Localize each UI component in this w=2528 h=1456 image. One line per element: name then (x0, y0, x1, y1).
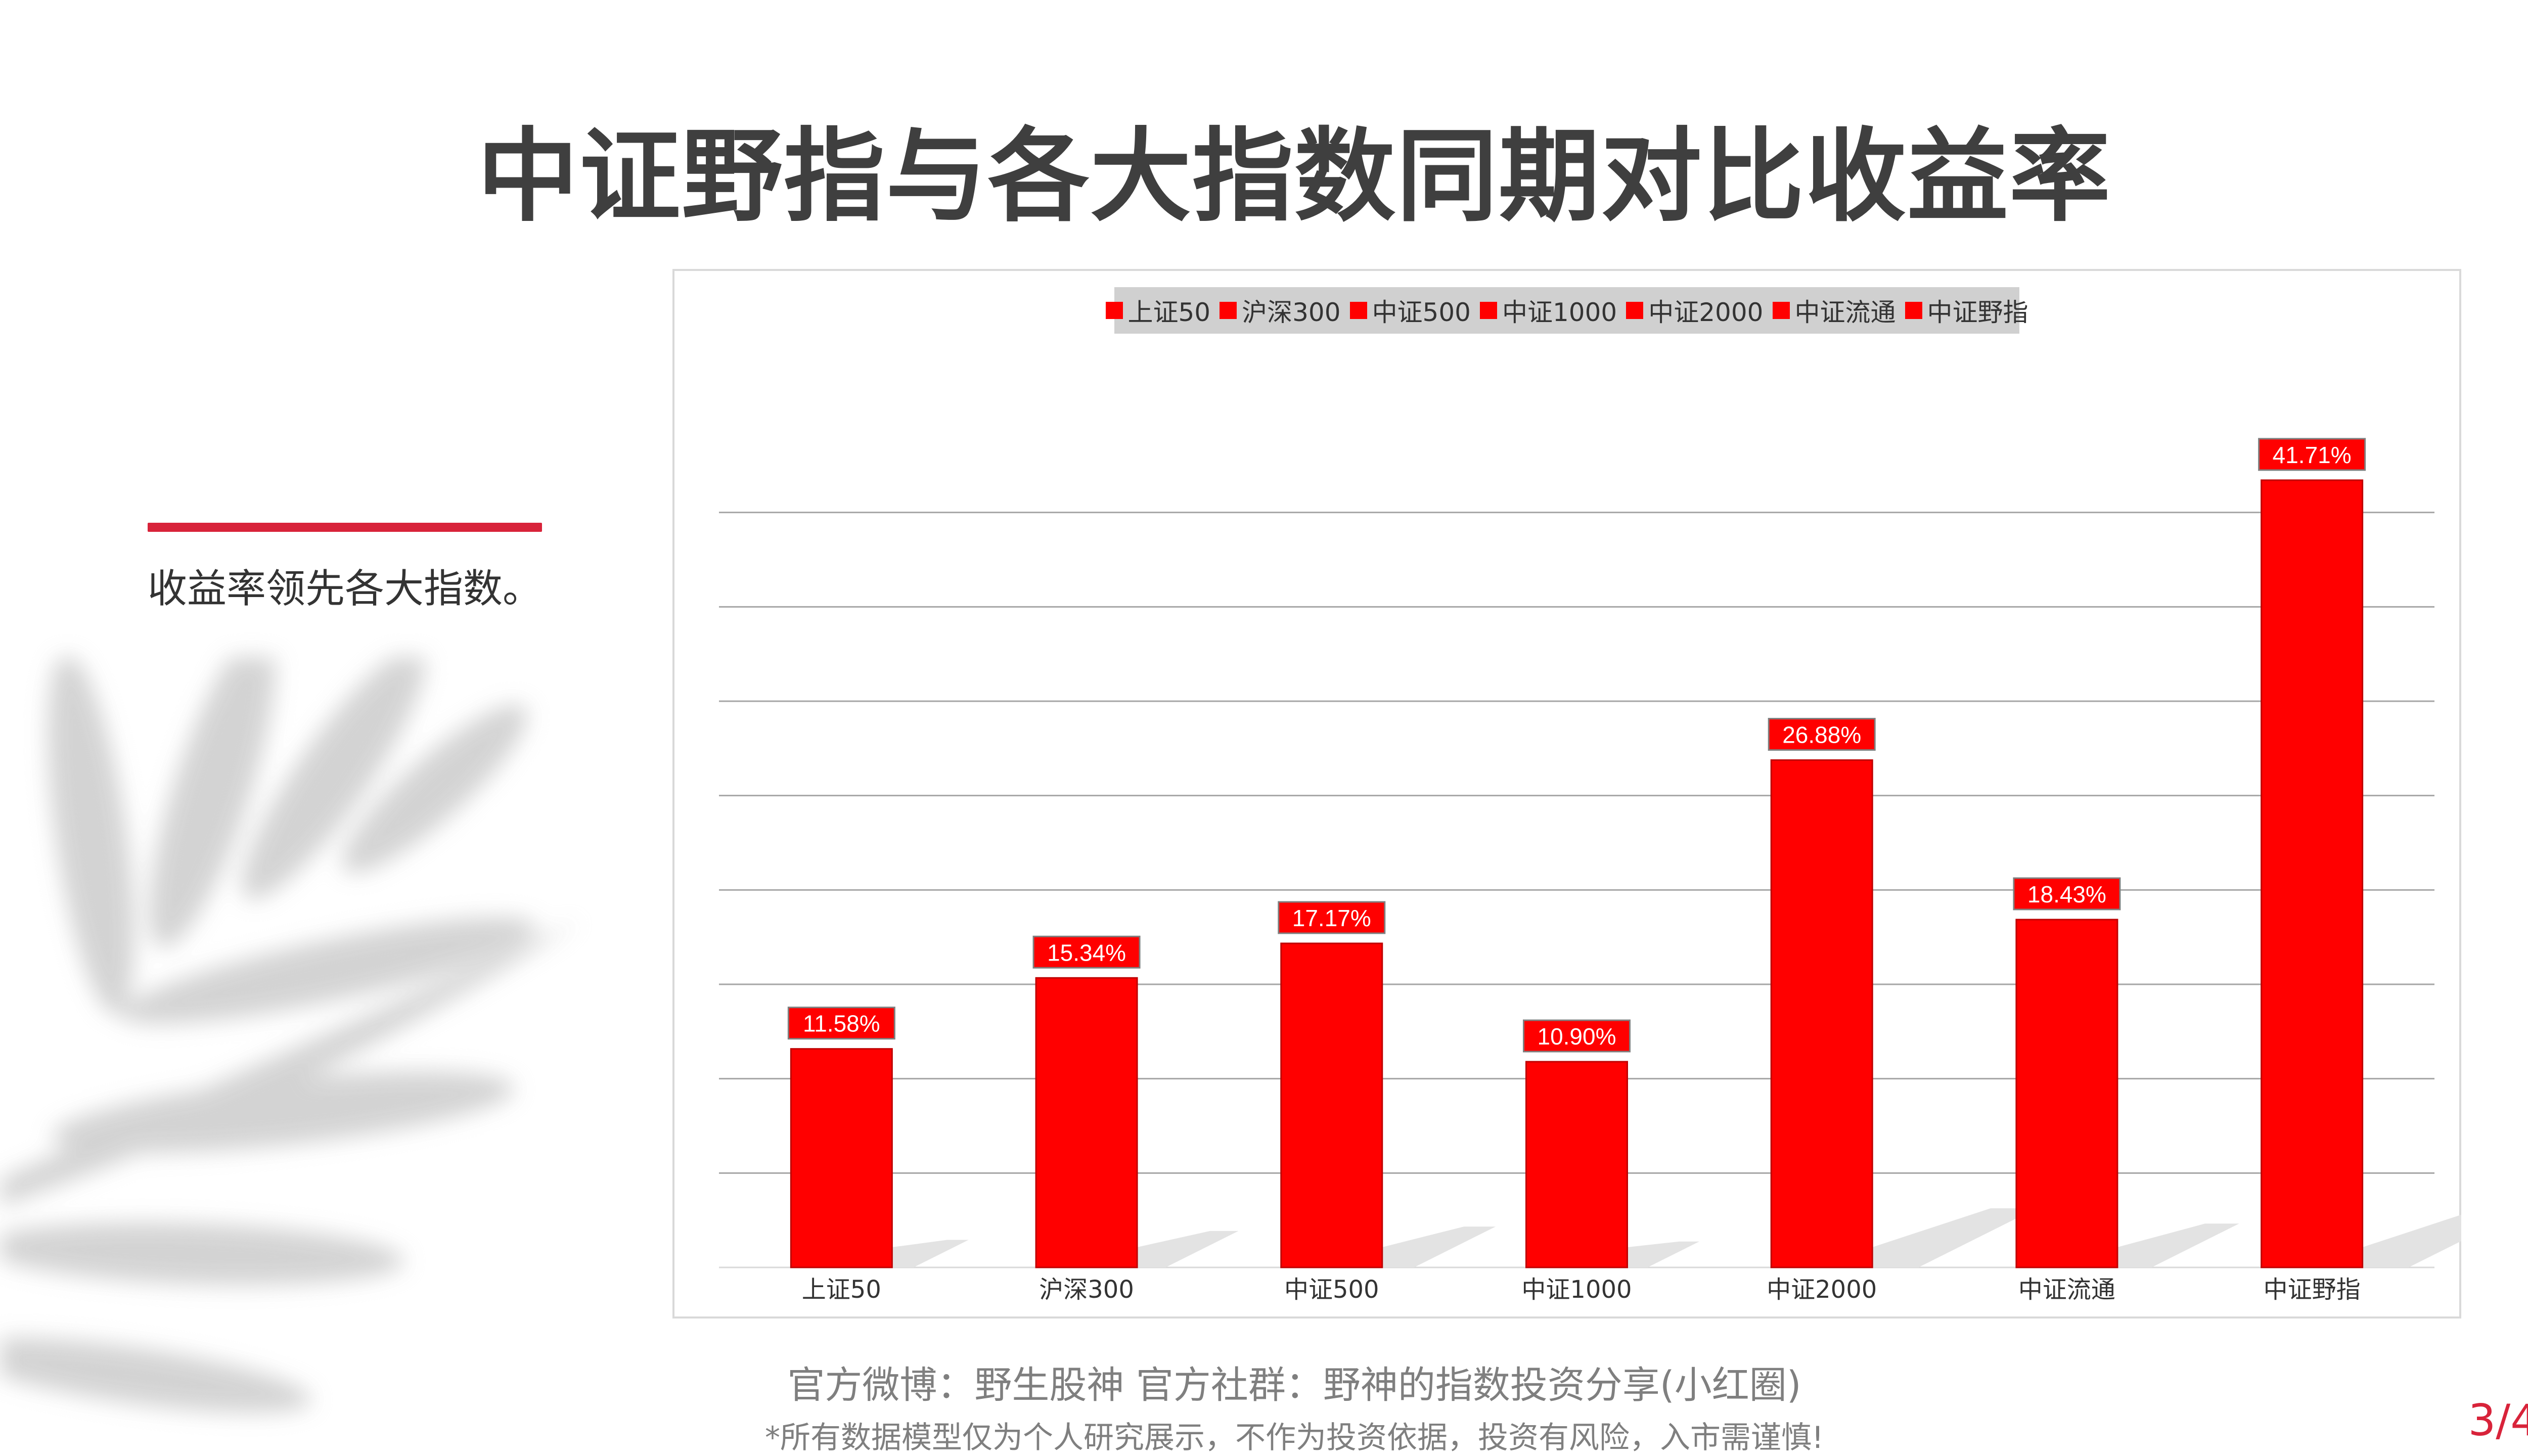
x-tick-layer: 上证50 沪深300 中证500 中证1000 中证2000 中证流通 中证野指 (802, 1276, 2361, 1304)
page-title: 中证野指与各大指数同期对比收益率 (477, 118, 2111, 236)
bar-shadow (1872, 1208, 2037, 1267)
bar-layer (790, 479, 2364, 1268)
page-number: 3/4 (2468, 1395, 2528, 1446)
x-tick-label: 中证流通 (2018, 1276, 2115, 1304)
x-tick-label: 中证500 (1284, 1276, 1379, 1304)
bar-shadow (2117, 1223, 2239, 1267)
footer-social: 官方微博：野生股神 官方社群：野神的指数投资分享(小红圈) (787, 1363, 1801, 1407)
data-label-box (1523, 1019, 1631, 1053)
x-tick-label: 沪深300 (1039, 1276, 1134, 1304)
x-tick-label: 中证1000 (1521, 1276, 1632, 1304)
bar (1770, 759, 1873, 1268)
legend-swatch (1772, 302, 1790, 319)
bar (2261, 479, 2364, 1268)
data-label-box (2258, 438, 2366, 471)
bar (2015, 919, 2118, 1268)
legend-label: 中证2000 (1648, 298, 1764, 327)
bar (790, 1048, 893, 1268)
data-label: 11.58% (803, 1011, 880, 1037)
footer-disclaimer: *所有数据模型仅为个人研究展示，不作为投资依据，投资有风险，入市需谨慎! (764, 1420, 1824, 1455)
legend-item: 中证流通 (1772, 292, 1896, 329)
legend-swatch (1349, 302, 1367, 319)
legend-label: 沪深300 (1242, 298, 1341, 327)
x-tick-label: 中证野指 (2264, 1276, 2361, 1304)
legend-swatch (1220, 302, 1237, 319)
legend-label: 中证1000 (1502, 298, 1617, 327)
bar (1280, 942, 1383, 1268)
side-note: 收益率领先各大指数。 (148, 566, 543, 612)
data-label: 15.34% (1047, 939, 1126, 966)
legend-swatch (1480, 302, 1497, 319)
bar-chart: 11.58% 15.34% 17.17% 10.90% 26.88% 18.43% 41.7… (719, 438, 2461, 1304)
bar-shadow (1137, 1231, 1239, 1267)
legend-label: 中证流通 (1794, 298, 1896, 327)
data-label: 10.90% (1537, 1023, 1616, 1050)
bar-shadow (892, 1240, 969, 1267)
data-label-box (1032, 935, 1141, 969)
legend-label: 中证500 (1372, 298, 1471, 327)
legend-swatch (1626, 302, 1644, 319)
data-label-box (1768, 717, 1876, 751)
bar-shadow (1382, 1226, 1496, 1267)
x-tick-label: 上证50 (802, 1276, 881, 1304)
legend-label: 上证50 (1127, 298, 1211, 327)
data-label-box (2013, 877, 2121, 911)
bar-shadow (1627, 1241, 1699, 1267)
chart-legend: 上证50 沪深300 中证500 中证1000 中证2000 中证流通 中证野指 (1105, 287, 2028, 334)
data-label: 41.71% (2273, 442, 2352, 468)
legend-item: 中证1000 (1480, 292, 1617, 329)
bar (1035, 977, 1138, 1268)
legend-item: 中证野指 (1905, 292, 2028, 329)
leaf-shadow-decoration (0, 657, 581, 1413)
data-label: 26.88% (1782, 721, 1861, 748)
bar-shadow (2362, 1214, 2461, 1267)
x-tick-label: 中证2000 (1767, 1276, 1877, 1304)
data-label-box (1278, 901, 1386, 934)
data-label-layer: 11.58% 15.34% 17.17% 10.90% 26.88% 18.43% 41.7… (787, 438, 2366, 1053)
legend-swatch (1105, 302, 1123, 319)
data-label: 17.17% (1292, 905, 1371, 931)
legend-item: 中证500 (1349, 292, 1471, 329)
bar-shadow-layer (892, 1208, 2461, 1267)
data-label: 18.43% (2027, 881, 2106, 907)
legend-item: 中证2000 (1626, 292, 1764, 329)
legend-item: 上证50 (1105, 292, 1211, 329)
legend-item: 沪深300 (1220, 292, 1341, 329)
legend-label: 中证野指 (1927, 298, 2028, 327)
data-label-box (787, 1007, 895, 1040)
accent-line (148, 523, 542, 532)
legend-swatch (1905, 302, 1922, 319)
bar (1525, 1061, 1628, 1268)
